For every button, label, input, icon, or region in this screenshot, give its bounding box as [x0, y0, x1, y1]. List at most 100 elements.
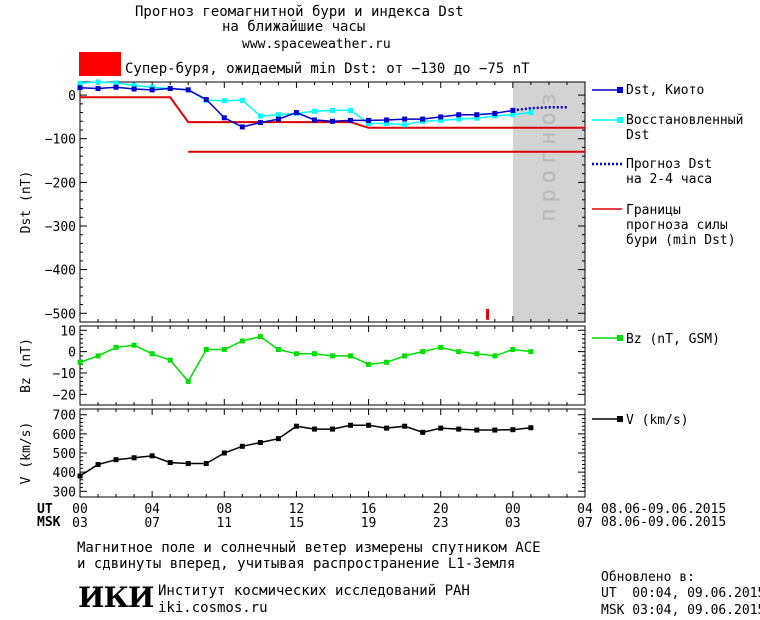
ut-tick-label: 12	[289, 502, 305, 517]
legend-v-swatch-marker	[617, 416, 623, 422]
legend-dst-kyoto: Dst, Киото	[626, 83, 705, 98]
restored-dst-point	[239, 97, 245, 103]
restored-dst-point	[330, 107, 335, 113]
legend-restored-line1: Восстановленный	[626, 113, 744, 128]
kyoto-dst-point	[348, 117, 354, 123]
updated-msk: MSK 03:04, 09.06.2015	[601, 603, 760, 618]
restored-dst-point	[221, 98, 227, 104]
legend-restored-line2: Dst	[626, 128, 650, 143]
v-line	[79, 424, 531, 477]
y-axis-label-0: Dst (nT)	[19, 171, 34, 234]
bz-point	[492, 353, 498, 359]
restored-dst-point	[311, 108, 317, 114]
institute-site[interactable]: iki.cosmos.ru	[158, 600, 268, 616]
v-point	[77, 473, 83, 479]
legend-bz-swatch-marker	[617, 335, 623, 341]
kyoto-dst-point	[275, 116, 281, 122]
bz-point	[348, 353, 354, 359]
restored-dst-point	[77, 80, 83, 86]
v-point	[510, 427, 516, 433]
chart-title-line1: Прогноз геомагнитной бури и индекса Dst	[135, 4, 464, 20]
kyoto-dst-point	[366, 117, 372, 123]
bz-point	[311, 351, 317, 357]
msk-tick-label: 03	[72, 516, 88, 531]
kyoto-dst-point	[221, 115, 227, 121]
v-point	[203, 461, 209, 467]
legend-kyoto-swatch-marker	[617, 87, 623, 93]
v-point	[384, 425, 390, 431]
forecast-dst-line	[512, 106, 567, 112]
bz-point	[293, 351, 299, 357]
kyoto-dst-point	[384, 117, 390, 123]
bz-point	[456, 349, 462, 355]
chart-title-line2: на ближайшие часы	[222, 19, 366, 35]
msk-axis-label: MSK	[37, 515, 61, 530]
kyoto-dst-point	[257, 120, 263, 126]
restored-dst-point	[474, 115, 480, 121]
v-point	[456, 426, 462, 432]
kyoto-dst-point	[131, 86, 137, 92]
legend-bounds-line1: Границы	[626, 203, 681, 218]
restored-dst-point	[95, 79, 101, 85]
restored-dst-point	[384, 120, 390, 126]
y-tick-label: 0	[68, 89, 76, 104]
kyoto-dst-point	[149, 87, 155, 93]
restored-dst-point	[438, 117, 444, 123]
legend-forecast-line1: Прогноз Dst	[626, 157, 713, 172]
restored-dst-point	[510, 112, 516, 118]
bz-point	[95, 353, 101, 359]
bz-point	[185, 379, 191, 385]
kyoto-dst-point	[185, 87, 191, 93]
updated-ut: UT 00:04, 09.06.2015	[601, 586, 760, 601]
bz-point	[113, 344, 119, 350]
bz-point	[167, 357, 173, 363]
bz-point	[474, 351, 480, 357]
kyoto-dst-point	[77, 85, 83, 91]
ut-axis-label: UT	[37, 502, 53, 517]
restored-dst-point	[366, 120, 372, 126]
ut-tick-label: 00	[72, 502, 88, 517]
v-point	[275, 436, 281, 442]
bz-line	[79, 335, 531, 383]
restored-dst-point	[113, 80, 119, 86]
msk-tick-label: 23	[433, 516, 449, 531]
v-point	[257, 439, 263, 445]
y-tick-label: 700	[53, 409, 76, 424]
bz-point	[131, 342, 137, 348]
bz-point	[366, 361, 372, 367]
msk-tick-label: 07	[577, 516, 593, 531]
msk-tick-label: 03	[505, 516, 521, 531]
legend-bounds-line3: бури (min Dst)	[626, 233, 736, 248]
v-point	[420, 429, 426, 435]
storm-level-swatch	[79, 52, 121, 76]
bz-point	[239, 338, 245, 344]
bz-point	[221, 346, 227, 352]
ut-date-range: 08.06-09.06.2015	[601, 502, 727, 517]
bz-point	[402, 353, 408, 359]
bz-point	[384, 359, 390, 365]
restored-dst-point	[528, 110, 534, 116]
v-point	[311, 426, 317, 432]
ut-tick-label: 00	[505, 502, 521, 517]
iki-logo: ИКИ	[78, 581, 154, 614]
v-point	[149, 453, 155, 459]
kyoto-dst-point	[293, 110, 299, 116]
kyoto-dst-point	[311, 117, 317, 123]
bz-point	[203, 346, 209, 352]
site-url[interactable]: www.spaceweather.ru	[242, 37, 391, 52]
v-point	[528, 425, 534, 431]
legend-bounds-line2: прогноза силы	[626, 218, 728, 233]
panel-frame	[79, 81, 586, 323]
bz-point	[275, 346, 281, 352]
measurement-note-line2: и сдвинуты вперед, учитывая распростране…	[77, 556, 516, 572]
y-tick-label: −20	[53, 388, 76, 403]
y-tick-label: −500	[45, 307, 76, 322]
bz-point	[528, 349, 534, 355]
legend-v: V (km/s)	[626, 413, 689, 428]
bz-point	[257, 334, 263, 340]
y-tick-label: 0	[68, 346, 76, 361]
v-point	[185, 461, 191, 467]
kyoto-dst-point	[402, 116, 408, 122]
ut-tick-label: 20	[433, 502, 449, 517]
